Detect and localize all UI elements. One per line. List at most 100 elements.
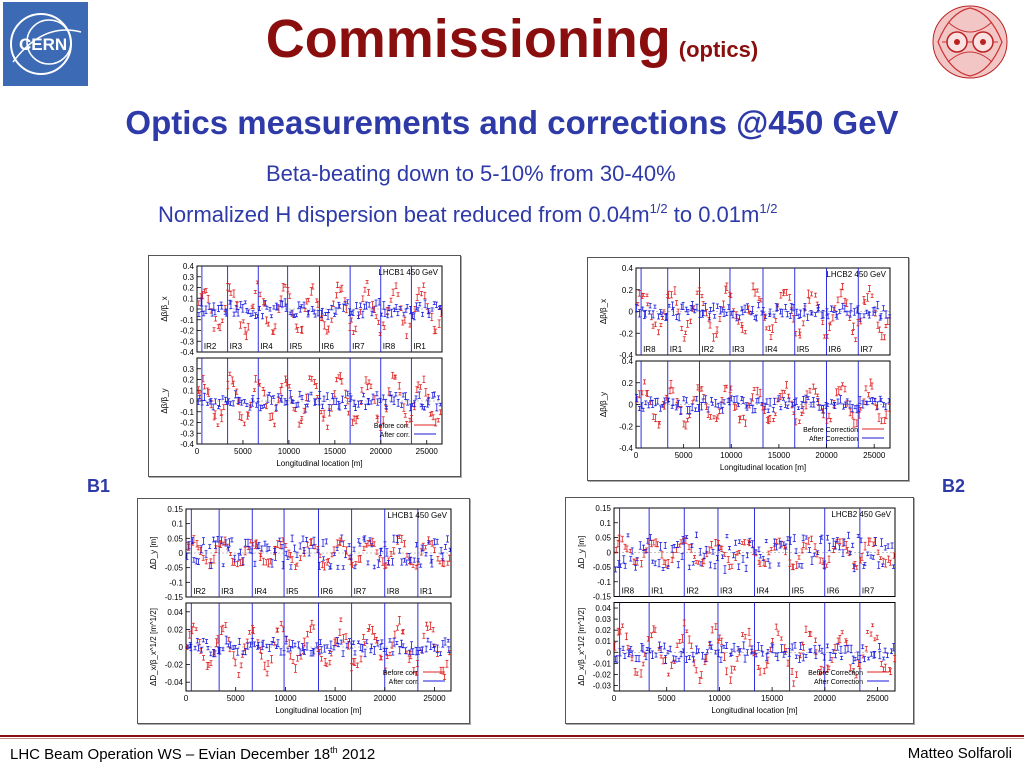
y-tick-label: -0.2	[619, 329, 633, 338]
plot-panel: 0.04 0.02 0 -0.02 -0.04 ΔD_x/β_x^1/2 [m^1/2] B…	[149, 602, 452, 692]
ir-label: IR5	[290, 342, 303, 351]
b2-beta-beating-plot: 0.4 0.2 0 -0.2 -0.4 Δβ/β_x LHCB2 450 GeV IR8 IR1…	[587, 257, 909, 481]
beam-tag-label: LHCB1 450 GeV	[387, 511, 447, 520]
y-tick-label: 0.15	[595, 504, 611, 513]
ir-label: IR3	[732, 345, 745, 354]
lhc-logo	[930, 2, 1010, 80]
y-tick-label: -0.1	[597, 578, 611, 587]
x-tick-label: 25000	[863, 451, 886, 460]
legend-label: After corr.	[380, 432, 410, 439]
ir-label: IR4	[757, 587, 770, 596]
ir-label: IR8	[383, 342, 396, 351]
x-tick-label: 20000	[370, 447, 393, 456]
y-tick-label: 0.15	[167, 505, 183, 514]
y-axis-label: ΔD_x/β_x^1/2 [m^1/2]	[577, 608, 586, 686]
y-tick-label: 0.4	[622, 357, 634, 366]
ir-label: IR6	[322, 342, 335, 351]
beam-tag-label: LHCB2 450 GeV	[826, 270, 886, 279]
y-axis-label: ΔD_x/β_x^1/2 [m^1/2]	[149, 608, 158, 686]
x-axis-label: Longitudinal location [m]	[275, 706, 361, 715]
y-tick-label: 0.02	[595, 626, 611, 635]
y-tick-label: 0.01	[595, 637, 611, 646]
cern-logo-text: CERN	[19, 35, 67, 54]
y-tick-label: -0.04	[165, 678, 184, 687]
y-tick-label: 0.03	[595, 615, 611, 624]
page-title: Commissioning	[265, 9, 671, 69]
y-tick-label: -0.05	[593, 563, 612, 572]
ir-label: IR2	[204, 342, 217, 351]
x-axis: 0 5000 10000 15000 20000 25000 Longitudinal lo…	[184, 687, 446, 715]
dispersion-exponent-1: 1/2	[649, 201, 668, 216]
ir-label: IR8	[643, 345, 656, 354]
x-tick-label: 0	[634, 451, 639, 460]
y-tick-label: 0	[179, 643, 184, 652]
plot-panel: 0.4 0.2 0 -0.2 -0.4 Δβ/β_x LHCB2 450 GeV IR8 IR1…	[599, 264, 892, 360]
dispersion-text-prefix: Normalized H dispersion beat reduced fro…	[158, 202, 650, 227]
legend-label: After Correction	[809, 436, 858, 443]
y-tick-label: 0	[190, 397, 195, 406]
plot-panel: 0.4 0.3 0.20.1 0 -0.1 -0.2-0.3 -0.4 Δβ/β_x LHCB1…	[160, 262, 443, 357]
y-tick-label: 0.05	[167, 534, 183, 543]
y-tick-label: 0.1	[172, 520, 184, 529]
b2-dispersion-svg: 0.15 0.1 0.05 0 -0.05 -0.1 -0.15 ΔD_y [m] LHCB2 …	[577, 504, 897, 715]
y-tick-label: -0.4	[180, 440, 194, 449]
ir-label: IR5	[792, 587, 805, 596]
x-tick-label: 5000	[227, 694, 245, 703]
x-axis-label: Longitudinal location [m]	[720, 463, 806, 472]
dispersion-exponent-2: 1/2	[759, 201, 778, 216]
ir-label: IR6	[321, 587, 334, 596]
y-tick-label: -0.01	[593, 659, 612, 668]
legend-label: Before Correction	[803, 427, 858, 434]
y-axis-label: Δβ/β_x	[599, 299, 608, 324]
ir-label: IR1	[651, 587, 664, 596]
ir-label: IR1	[670, 345, 683, 354]
plot-panel: 0.15 0.1 0.05 0 -0.05 -0.1 -0.15 ΔD_y [m] LHCB1 …	[149, 505, 452, 602]
y-tick-label: -0.4	[619, 444, 633, 453]
x-tick-label: 10000	[278, 447, 301, 456]
beam1-label: B1	[87, 476, 111, 496]
x-tick-label: 5000	[675, 451, 693, 460]
ir-label: IR4	[765, 345, 778, 354]
y-tick-label: 0.05	[595, 534, 611, 543]
legend-label: Before corr.	[374, 423, 410, 430]
b1-beta-beating-plot: 0.4 0.3 0.2 0.1 0 -0.1 -0.2 -0.3 -0.4 Δβ/β_x LHCB1…	[148, 255, 461, 477]
y-tick-label: -0.1	[180, 316, 194, 325]
cern-logo-icon: CERN	[10, 13, 82, 75]
plot-panel: 0.3 0.20.1 0 -0.1 -0.2-0.3 -0.4 Δβ/β_y Before c…	[160, 357, 443, 449]
b1-dispersion-plot: 0.15 0.1 0.05 0 -0.05 -0.1 -0.15 ΔD_y [m] LHCB1 …	[137, 498, 470, 724]
b2-beta-beating-svg: 0.4 0.2 0 -0.2 -0.4 Δβ/β_x LHCB2 450 GeV IR8 IR1…	[599, 264, 892, 472]
b2-dispersion-plot: 0.15 0.1 0.05 0 -0.05 -0.1 -0.15 ΔD_y [m] LHCB2 …	[565, 497, 914, 724]
b1-dispersion-svg: 0.15 0.1 0.05 0 -0.05 -0.1 -0.15 ΔD_y [m] LHCB1 …	[149, 505, 452, 715]
ir-label: IR6	[829, 345, 842, 354]
y-tick-label: -0.15	[165, 593, 184, 602]
y-tick-label: -0.05	[165, 564, 184, 573]
y-tick-label: 0.2	[622, 286, 634, 295]
y-tick-label: -0.3	[180, 429, 194, 438]
y-axis-label: ΔD_y [m]	[577, 536, 586, 569]
y-tick-label: 0.1	[600, 519, 612, 528]
x-tick-label: 25000	[416, 447, 439, 456]
y-axis-label: Δβ/β_y	[599, 392, 608, 417]
ir-label: IR2	[686, 587, 699, 596]
x-tick-label: 20000	[374, 694, 397, 703]
x-tick-label: 10000	[274, 694, 297, 703]
y-tick-label: 0.04	[167, 608, 183, 617]
y-tick-label: -0.4	[619, 351, 633, 360]
title-block: Commissioning (optics)	[0, 8, 1024, 70]
ir-label: IR1	[413, 342, 426, 351]
ir-label: IR7	[352, 342, 365, 351]
x-tick-label: 15000	[324, 447, 347, 456]
ir-label: IR7	[860, 345, 873, 354]
y-tick-label: -0.02	[593, 670, 612, 679]
y-tick-label: 0	[629, 308, 634, 317]
y-tick-label: -0.2	[619, 422, 633, 431]
page-subtitle: Optics measurements and corrections @450…	[125, 104, 899, 141]
ir-label: IR3	[230, 342, 243, 351]
plot-panel: 0.15 0.1 0.05 0 -0.05 -0.1 -0.15 ΔD_y [m] LHCB2 …	[577, 504, 896, 602]
y-tick-label: 0.04	[595, 604, 611, 613]
ir-label: IR8	[387, 587, 400, 596]
y-tick-label: 0.2	[622, 379, 634, 388]
ir-label: IR8	[622, 587, 635, 596]
x-tick-label: 10000	[720, 451, 743, 460]
plot-panel: 0.4 0.2 0 -0.2 -0.4 Δβ/β_y Before Correction Af…	[599, 357, 891, 453]
